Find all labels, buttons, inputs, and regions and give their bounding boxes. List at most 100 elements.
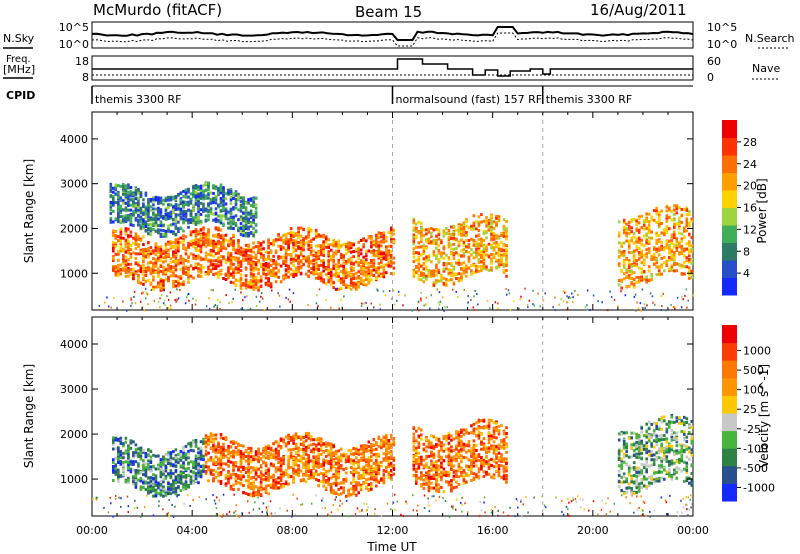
scatter-cell bbox=[678, 227, 681, 231]
scatter-cell bbox=[284, 252, 288, 256]
scatter-cell bbox=[347, 274, 350, 278]
scatter-cell bbox=[417, 241, 421, 245]
scatter-cell bbox=[470, 227, 473, 231]
scatter-cell bbox=[289, 233, 293, 237]
scatter-cell bbox=[237, 208, 240, 212]
scatter-cell bbox=[327, 250, 330, 254]
scatter-cell bbox=[297, 247, 300, 250]
scatter-cell bbox=[107, 305, 110, 308]
scatter-cell bbox=[229, 221, 233, 225]
scatter-cell bbox=[470, 269, 473, 273]
scatter-cell bbox=[349, 250, 353, 254]
scatter-cell bbox=[586, 304, 588, 307]
y-tick-label: 3000 bbox=[60, 178, 88, 191]
scatter-cell bbox=[204, 470, 208, 473]
scatter-cell bbox=[202, 437, 205, 441]
cpid-segment-label: normalsound (fast) 157 RF bbox=[396, 93, 543, 106]
scatter-cell bbox=[279, 238, 283, 242]
scatter-cell bbox=[282, 233, 285, 237]
scatter-cell bbox=[162, 281, 165, 285]
scatter-cell bbox=[412, 233, 416, 237]
scatter-cell bbox=[122, 444, 125, 448]
scatter-cell bbox=[229, 239, 233, 243]
scatter-cell bbox=[420, 245, 423, 249]
scatter-cell bbox=[239, 252, 243, 256]
scatter-cell bbox=[114, 242, 118, 246]
scatter-cell bbox=[127, 455, 130, 459]
scatter-cell bbox=[372, 273, 376, 277]
scatter-cell bbox=[213, 305, 215, 308]
scatter-cell bbox=[440, 241, 443, 245]
scatter-cell bbox=[432, 228, 436, 232]
scatter-cell bbox=[199, 250, 203, 254]
scatter-cell bbox=[204, 182, 208, 185]
scatter-cell bbox=[202, 205, 205, 209]
scatter-cell bbox=[472, 256, 476, 260]
scatter-cell bbox=[367, 249, 371, 253]
scatter-cell bbox=[189, 475, 193, 479]
scatter-cell bbox=[630, 270, 633, 273]
scatter-cell bbox=[627, 261, 631, 265]
scatter-cell bbox=[179, 215, 183, 219]
scatter-cell bbox=[680, 249, 684, 253]
scatter-cell bbox=[252, 262, 255, 266]
scatter-cell bbox=[154, 214, 158, 218]
scatter-cell bbox=[342, 276, 345, 280]
scatter-cell bbox=[217, 228, 220, 232]
scatter-cell bbox=[182, 268, 185, 271]
scatter-cell bbox=[432, 274, 436, 278]
scatter-cell bbox=[137, 208, 140, 212]
scatter-cell bbox=[635, 275, 638, 279]
scatter-cell bbox=[159, 208, 163, 212]
scatter-cell bbox=[382, 267, 386, 271]
scatter-cell bbox=[655, 238, 658, 242]
scatter-cell bbox=[127, 243, 130, 247]
scatter-cell bbox=[129, 272, 133, 276]
scatter-cell bbox=[184, 302, 187, 305]
scatter-cell bbox=[349, 246, 353, 250]
scatter-cell bbox=[427, 241, 431, 245]
scatter-cell bbox=[142, 291, 144, 294]
scatter-cell bbox=[117, 215, 120, 219]
scatter-cell bbox=[390, 231, 393, 235]
scatter-cell bbox=[460, 249, 463, 253]
scatter-cell bbox=[129, 446, 133, 450]
scatter-cell bbox=[392, 240, 396, 244]
scatter-cell bbox=[176, 288, 178, 291]
scatter-cell bbox=[212, 460, 215, 463]
scatter-cell bbox=[460, 230, 463, 234]
scatter-cell bbox=[452, 224, 456, 228]
scatter-cell bbox=[249, 254, 253, 258]
scatter-cell bbox=[159, 201, 163, 205]
scatter-cell bbox=[159, 254, 163, 258]
scatter-cell bbox=[214, 196, 218, 200]
scatter-cell bbox=[127, 262, 130, 266]
scatter-cell bbox=[415, 230, 418, 233]
scatter-cell bbox=[147, 261, 150, 265]
scatter-cell bbox=[635, 245, 638, 249]
scatter-cell bbox=[244, 243, 248, 247]
scatter-cell bbox=[182, 453, 185, 457]
scatter-cell bbox=[642, 277, 646, 281]
scatter-cell bbox=[227, 210, 230, 214]
scatter-cell bbox=[132, 192, 135, 196]
scatter-cell bbox=[157, 206, 160, 210]
scatter-cell bbox=[497, 215, 501, 219]
scatter-cell bbox=[152, 275, 155, 279]
scatter-cell bbox=[152, 261, 155, 265]
scatter-cell bbox=[132, 197, 135, 201]
scatter-cell bbox=[342, 261, 345, 265]
scatter-cell bbox=[620, 268, 623, 272]
scatter-cell bbox=[132, 480, 135, 484]
scatter-cell bbox=[134, 216, 138, 220]
scatter-cell bbox=[164, 475, 168, 478]
scatter-cell bbox=[680, 272, 684, 275]
scatter-cell bbox=[380, 235, 383, 239]
scatter-cell bbox=[144, 466, 148, 470]
scatter-cell bbox=[272, 239, 275, 243]
scatter-cell bbox=[502, 252, 506, 256]
scatter-cell bbox=[380, 260, 383, 264]
scatter-cell bbox=[177, 279, 180, 283]
scatter-cell bbox=[217, 235, 220, 239]
scatter-cell bbox=[420, 278, 423, 282]
